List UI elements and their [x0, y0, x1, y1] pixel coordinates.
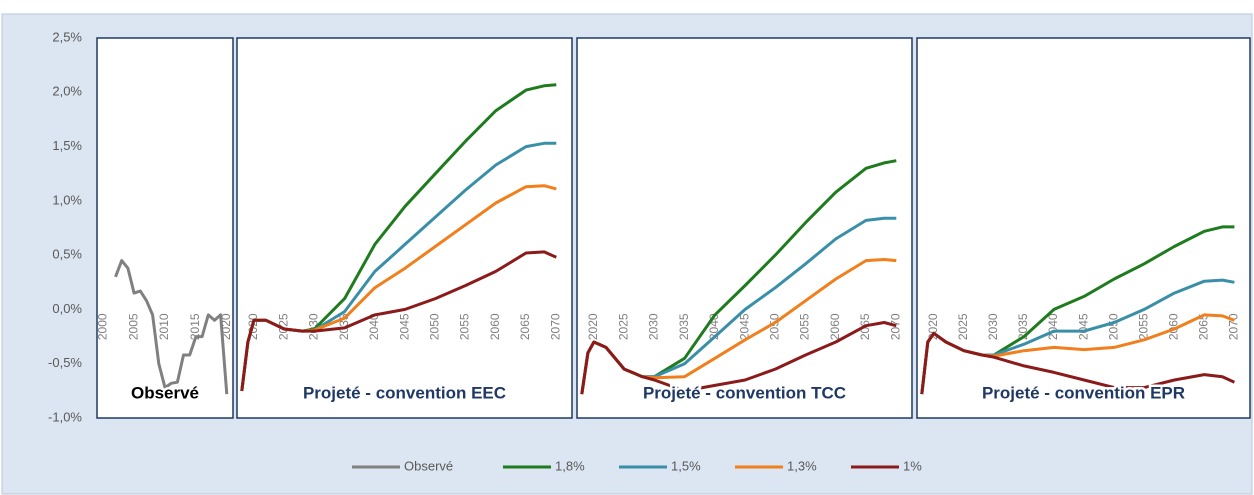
- x-tick-label: 2065: [518, 313, 532, 340]
- panel: [916, 37, 1251, 419]
- x-tick-label: 2045: [737, 313, 751, 340]
- x-tick-label: 2035: [677, 313, 691, 340]
- series-line: [920, 331, 1236, 395]
- x-tick-label: 2030: [307, 313, 321, 340]
- legend-label: 1,5%: [671, 458, 701, 473]
- x-tick-label: 2020: [926, 313, 940, 340]
- legend-label: 1,3%: [787, 458, 817, 473]
- y-tick-label: 1,0%: [52, 192, 82, 207]
- y-tick-label: 2,5%: [52, 29, 82, 44]
- x-tick-label: 2055: [458, 313, 472, 340]
- y-tick-label: -0,5%: [48, 355, 82, 370]
- x-tick-label: 2050: [1106, 313, 1120, 340]
- x-tick-label: 2025: [616, 313, 630, 340]
- x-tick-label: 2055: [1136, 313, 1150, 340]
- x-tick-label: 2005: [126, 313, 140, 340]
- legend-label: Observé: [404, 458, 453, 473]
- x-tick-label: 2050: [428, 313, 442, 340]
- x-tick-label: 2060: [828, 313, 842, 340]
- x-tick-label: 2000: [95, 313, 109, 340]
- panel-label: Projeté - convention EEC: [303, 383, 506, 402]
- series-line: [240, 250, 557, 392]
- x-tick-label: 2045: [397, 313, 411, 340]
- panel-label: Observé: [131, 383, 199, 402]
- x-tick-label: 2040: [1046, 313, 1060, 340]
- series-line: [580, 321, 897, 395]
- x-tick-label: 2025: [276, 313, 290, 340]
- x-tick-label: 2010: [157, 313, 171, 340]
- x-tick-label: 2060: [488, 313, 502, 340]
- x-tick-label: 2060: [1166, 313, 1180, 340]
- panel: [96, 37, 234, 419]
- x-tick-label: 2040: [367, 313, 381, 340]
- y-tick-label: -1,0%: [48, 409, 82, 424]
- panel-label: Projeté - convention EPR: [982, 383, 1185, 402]
- x-tick-label: 2045: [1076, 313, 1090, 340]
- x-tick-label: 2025: [956, 313, 970, 340]
- x-tick-label: 2070: [548, 313, 562, 340]
- panel: [576, 37, 913, 419]
- legend-label: 1,8%: [555, 458, 585, 473]
- panel-label: Projeté - convention TCC: [643, 383, 846, 402]
- x-tick-label: 2055: [798, 313, 812, 340]
- series-line: [114, 259, 229, 395]
- panel: [236, 37, 573, 419]
- x-tick-label: 2030: [986, 313, 1000, 340]
- y-tick-label: 1,5%: [52, 138, 82, 153]
- x-tick-label: 2020: [586, 313, 600, 340]
- y-tick-label: 0,0%: [52, 301, 82, 316]
- x-tick-label: 2015: [188, 313, 202, 340]
- legend-label: 1%: [903, 458, 922, 473]
- y-tick-label: 0,5%: [52, 247, 82, 262]
- x-tick-label: 2065: [1196, 313, 1210, 340]
- y-tick-label: 2,0%: [52, 84, 82, 99]
- x-tick-label: 2030: [647, 313, 661, 340]
